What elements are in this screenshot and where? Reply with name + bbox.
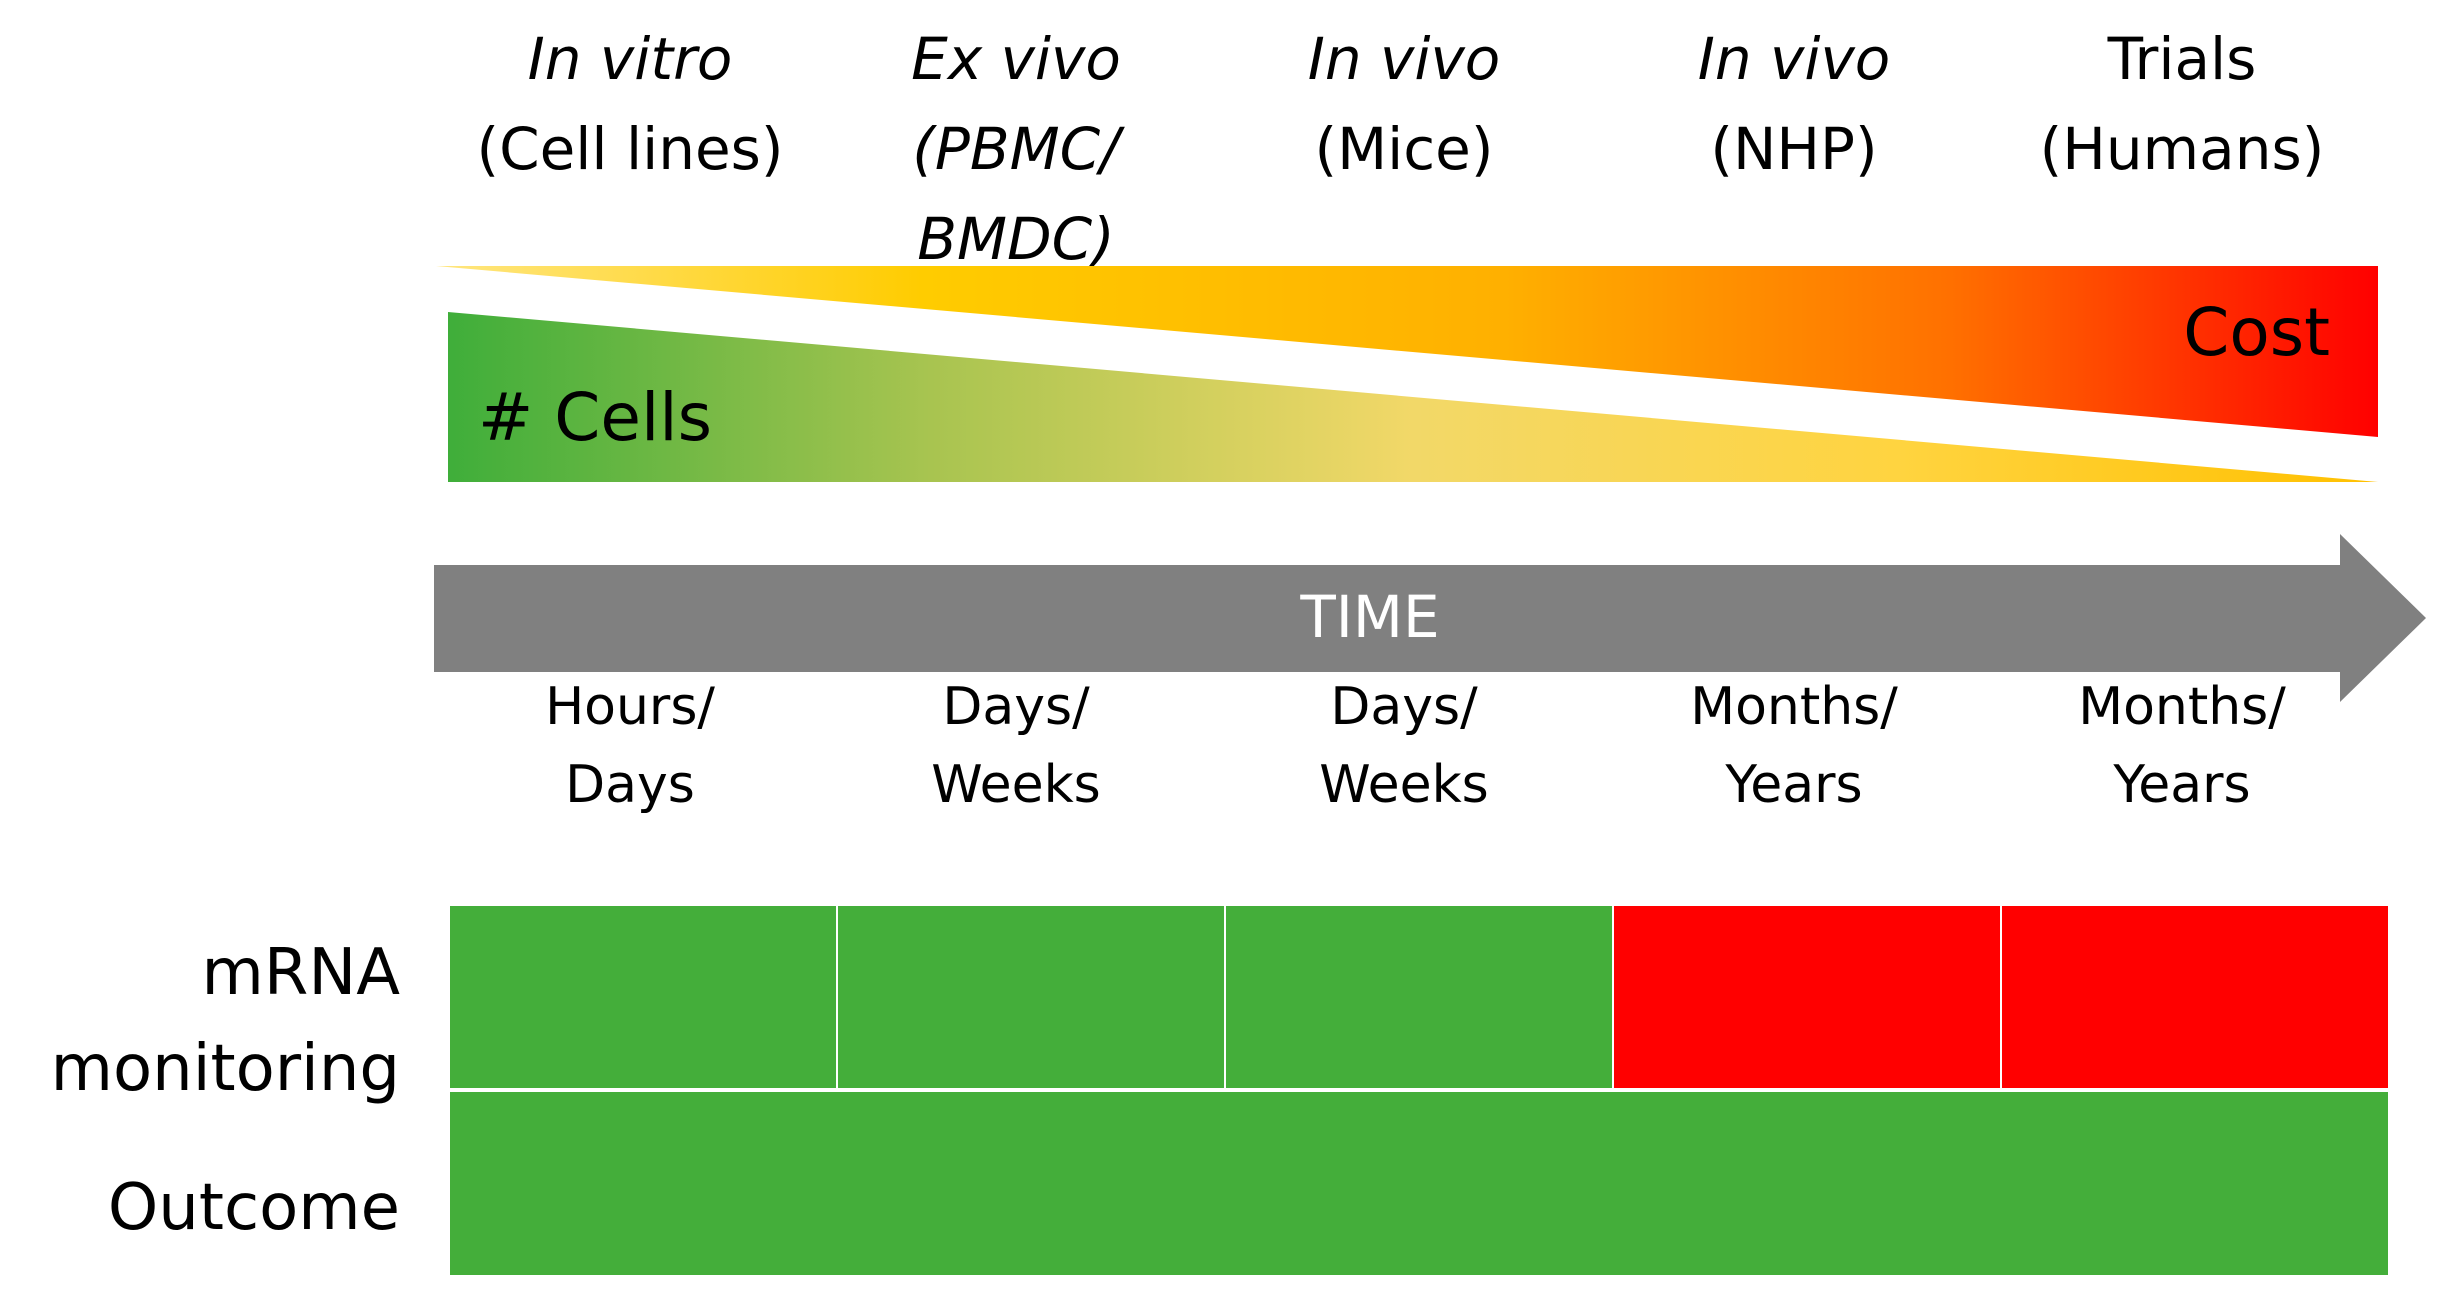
mrna-cell-1 <box>450 906 836 1088</box>
duration-5-line1: Months/ <box>2078 677 2286 737</box>
duration-4-line1: Months/ <box>1690 677 1898 737</box>
mrna-label-line2: monitoring <box>50 1032 400 1106</box>
stage-4-subtitle: (NHP) <box>1710 115 1878 183</box>
stage-3-title: In vivo <box>1307 25 1501 93</box>
stage-1-subtitle: (Cell lines) <box>476 115 784 183</box>
stage-2-title: Ex vivo <box>911 25 1121 93</box>
duration-1-line2: Days <box>565 755 695 815</box>
outcome-row-label: Outcome <box>108 1160 400 1256</box>
duration-1-line1: Hours/ <box>545 677 715 737</box>
mrna-label-line1: mRNA <box>201 936 400 1010</box>
stage-2-subtitle: (PBMC/ <box>912 115 1120 183</box>
stage-header-5: Trials (Humans) <box>1992 14 2372 194</box>
stage-1-title: In vitro <box>527 25 733 93</box>
time-label: TIME <box>1299 583 1439 651</box>
stage-header-3: In vivo (Mice) <box>1214 14 1594 194</box>
time-arrow <box>434 534 2426 702</box>
duration-4: Months/ Years <box>1604 668 1984 824</box>
mrna-cell-5 <box>2002 906 2388 1088</box>
mrna-row <box>450 906 2388 1088</box>
duration-4-line2: Years <box>1725 755 1863 815</box>
cells-label: # Cells <box>478 379 712 456</box>
duration-2-line2: Weeks <box>931 755 1101 815</box>
duration-2-line1: Days/ <box>942 677 1090 737</box>
cost-label: Cost <box>2183 294 2330 371</box>
stage-header-1: In vitro (Cell lines) <box>440 14 820 194</box>
duration-3-line2: Weeks <box>1319 755 1489 815</box>
duration-5-line2: Years <box>2113 755 2251 815</box>
outcome-bar <box>450 1092 2388 1275</box>
stage-header-2: Ex vivo (PBMC/ BMDC) <box>826 14 1206 284</box>
duration-3: Days/ Weeks <box>1214 668 1594 824</box>
duration-2: Days/ Weeks <box>826 668 1206 824</box>
duration-1: Hours/ Days <box>440 668 820 824</box>
stage-3-subtitle: (Mice) <box>1314 115 1494 183</box>
mrna-cell-2 <box>838 906 1224 1088</box>
mrna-cell-3 <box>1226 906 1612 1088</box>
stage-header-4: In vivo (NHP) <box>1604 14 1984 194</box>
stage-4-title: In vivo <box>1697 25 1891 93</box>
cells-wedge <box>448 312 2378 482</box>
stage-2-subtitle-cont: BMDC) <box>917 205 1115 273</box>
stage-5-title: Trials <box>2107 25 2257 93</box>
mrna-cell-4 <box>1614 906 2000 1088</box>
outcome-label: Outcome <box>107 1171 400 1245</box>
duration-3-line1: Days/ <box>1330 677 1478 737</box>
cost-wedge <box>436 266 2378 437</box>
mrna-row-label: mRNA monitoring <box>51 925 400 1117</box>
stage-5-subtitle: (Humans) <box>2039 115 2325 183</box>
duration-5: Months/ Years <box>1992 668 2372 824</box>
